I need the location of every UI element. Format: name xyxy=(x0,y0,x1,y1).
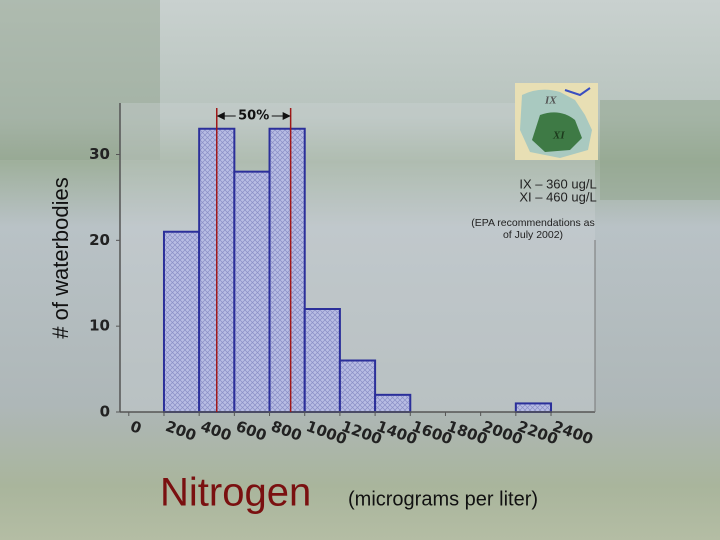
y-axis-label: # of waterbodies xyxy=(48,177,73,338)
x-axis-label: (micrograms per liter) xyxy=(348,488,538,510)
annotation: XI – 460 ug/L xyxy=(519,189,596,204)
bar xyxy=(338,359,377,413)
map-region xyxy=(532,112,582,152)
annotation: IX – 360 ug/L xyxy=(519,176,596,191)
y-tick-label: 10 xyxy=(89,317,110,335)
tree-shade xyxy=(600,100,720,200)
tree-shade xyxy=(0,0,160,160)
note: (EPA recommendations as of July 2002) xyxy=(471,217,595,241)
y-tick-label: 0 xyxy=(100,403,110,421)
y-tick-label: 30 xyxy=(89,145,110,163)
chart-title: Nitrogen xyxy=(160,471,311,515)
map-river xyxy=(564,87,591,97)
bar xyxy=(162,230,201,413)
bar xyxy=(233,170,271,413)
bar xyxy=(303,308,341,413)
map-label: XI xyxy=(552,130,565,142)
bar xyxy=(514,402,553,413)
map-label: IX xyxy=(544,95,557,107)
bar xyxy=(374,393,412,414)
map-inset: IX XI xyxy=(515,83,598,160)
y-tick-label: 20 xyxy=(89,231,110,249)
bar xyxy=(268,127,306,413)
note-box: (EPA recommendations as of July 2002) xyxy=(471,217,595,241)
range-label: 50% xyxy=(238,109,269,124)
